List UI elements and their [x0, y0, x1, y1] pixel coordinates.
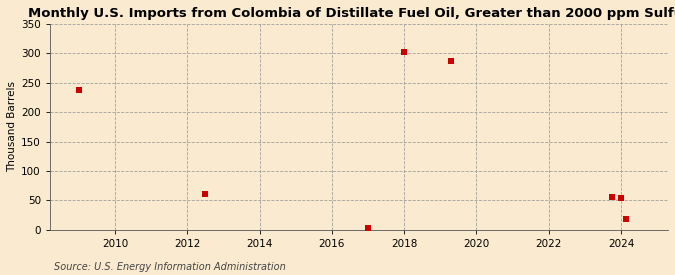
Y-axis label: Thousand Barrels: Thousand Barrels — [7, 81, 17, 172]
Point — [74, 87, 84, 92]
Point — [607, 195, 618, 200]
Point — [200, 192, 211, 196]
Point — [446, 59, 456, 63]
Point — [399, 50, 410, 54]
Point — [362, 226, 373, 230]
Point — [621, 217, 632, 221]
Point — [616, 196, 626, 200]
Title: Monthly U.S. Imports from Colombia of Distillate Fuel Oil, Greater than 2000 ppm: Monthly U.S. Imports from Colombia of Di… — [28, 7, 675, 20]
Text: Source: U.S. Energy Information Administration: Source: U.S. Energy Information Administ… — [54, 262, 286, 272]
